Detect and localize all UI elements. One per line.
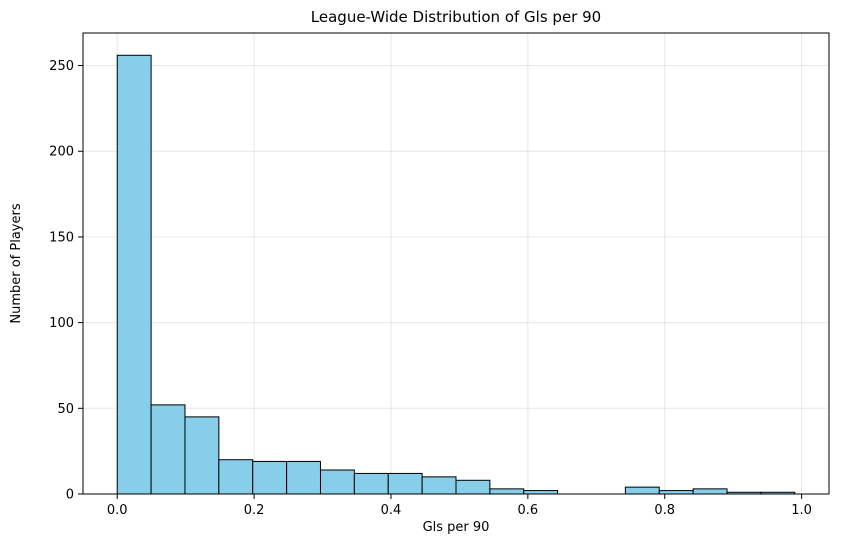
histogram-bar — [353, 472, 389, 495]
histogram-bar — [116, 54, 152, 495]
x-tick-label: 0.2 — [244, 503, 265, 518]
histogram-bar — [252, 460, 288, 495]
y-tick-label: 200 — [49, 145, 74, 160]
x-axis-label: Gls per 90 — [423, 520, 490, 535]
histogram-bar — [455, 479, 491, 495]
histogram-bar — [184, 416, 220, 495]
x-tick-label: 1.0 — [791, 503, 812, 518]
histogram-bar — [286, 460, 321, 495]
histogram-bar — [624, 486, 660, 495]
y-tick-label: 100 — [49, 316, 74, 331]
chart-title: League-Wide Distribution of Gls per 90 — [311, 8, 601, 26]
y-tick-label: 250 — [49, 59, 74, 74]
histogram-bar — [319, 469, 355, 495]
histogram-bar — [692, 488, 728, 495]
plot-frame — [82, 32, 830, 495]
y-tick-label: 50 — [57, 402, 74, 417]
ticks-layer: 0.0 0.2 0.4 0.6 0.8 1.0 0 50 100 150 200 250 — [49, 59, 812, 518]
histogram-bar — [387, 472, 423, 495]
x-tick-label: 0.6 — [518, 503, 539, 518]
histogram-bar — [218, 459, 254, 495]
bars-layer — [116, 54, 796, 495]
x-tick-label: 0.8 — [654, 503, 675, 518]
x-tick-label: 0.0 — [107, 503, 128, 518]
histogram-bar — [489, 488, 525, 495]
y-axis-label: Number of Players — [9, 203, 24, 323]
histogram-bar — [421, 476, 457, 495]
x-tick-label: 0.4 — [381, 503, 402, 518]
y-tick-label: 150 — [49, 230, 74, 245]
histogram-bar — [523, 490, 559, 495]
histogram-bar — [658, 490, 694, 495]
y-tick-label: 0 — [66, 488, 74, 503]
histogram-bar — [150, 404, 186, 495]
